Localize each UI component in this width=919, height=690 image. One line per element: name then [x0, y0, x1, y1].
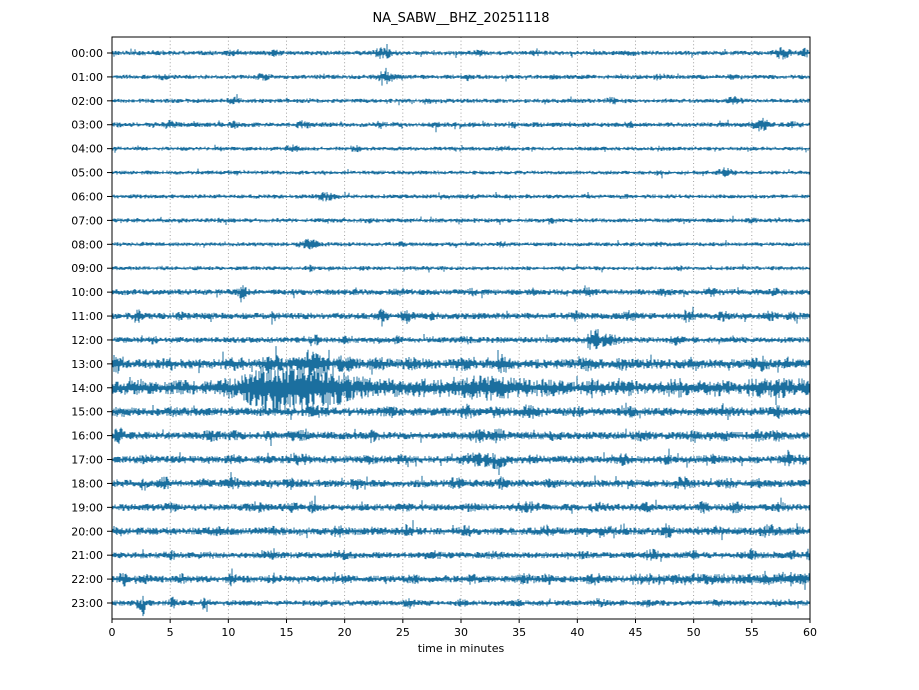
x-tick-label: 0 [109, 626, 116, 639]
y-tick-label: 00:00 [71, 47, 103, 60]
x-tick-label: 20 [338, 626, 352, 639]
y-tick-label: 05:00 [71, 167, 103, 180]
y-tick-label: 14:00 [71, 382, 103, 395]
trace-2200 [111, 568, 811, 590]
y-tick-label: 03:00 [71, 119, 103, 132]
x-tick-label: 30 [454, 626, 468, 639]
y-tick-label: 19:00 [71, 501, 103, 514]
y-tick-label: 17:00 [71, 454, 103, 467]
trace-1700 [111, 448, 811, 476]
x-tick-label: 50 [687, 626, 701, 639]
y-tick-label: 15:00 [71, 406, 103, 419]
chart-title: NA_SABW__BHZ_20251118 [372, 11, 550, 26]
trace-0100 [111, 67, 811, 86]
y-tick-label: 12:00 [71, 334, 103, 347]
x-tick-label: 5 [167, 626, 174, 639]
y-tick-label: 09:00 [71, 262, 103, 275]
y-tick-label: 01:00 [71, 71, 103, 84]
x-tick-label: 55 [745, 626, 759, 639]
trace-0200 [111, 94, 811, 106]
trace-0000 [111, 44, 811, 60]
y-tick-label: 23:00 [71, 597, 103, 610]
y-tick-label: 10:00 [71, 286, 103, 299]
y-tick-label: 16:00 [71, 430, 103, 443]
x-tick-label: 25 [396, 626, 410, 639]
trace-0800 [111, 238, 811, 250]
y-tick-label: 02:00 [71, 95, 103, 108]
x-tick-label: 10 [221, 626, 235, 639]
x-tick-label: 60 [803, 626, 817, 639]
trace-1100 [111, 306, 811, 327]
x-axis-label: time in minutes [417, 642, 505, 655]
y-tick-label: 22:00 [71, 573, 103, 586]
y-tick-label: 21:00 [71, 549, 103, 562]
y-tick-label: 11:00 [71, 310, 103, 323]
y-tick-label: 07:00 [71, 214, 103, 227]
y-tick-label: 06:00 [71, 190, 103, 203]
x-tick-label: 15 [280, 626, 294, 639]
trace-1500 [111, 402, 811, 420]
y-tick-label: 08:00 [71, 238, 103, 251]
x-tick-label: 45 [629, 626, 643, 639]
trace-0500 [111, 167, 811, 179]
y-tick-label: 13:00 [71, 358, 103, 371]
y-tick-label: 20:00 [71, 525, 103, 538]
y-tick-label: 18:00 [71, 477, 103, 490]
x-tick-label: 40 [570, 626, 584, 639]
x-tick-label: 35 [512, 626, 526, 639]
y-tick-label: 04:00 [71, 143, 103, 156]
